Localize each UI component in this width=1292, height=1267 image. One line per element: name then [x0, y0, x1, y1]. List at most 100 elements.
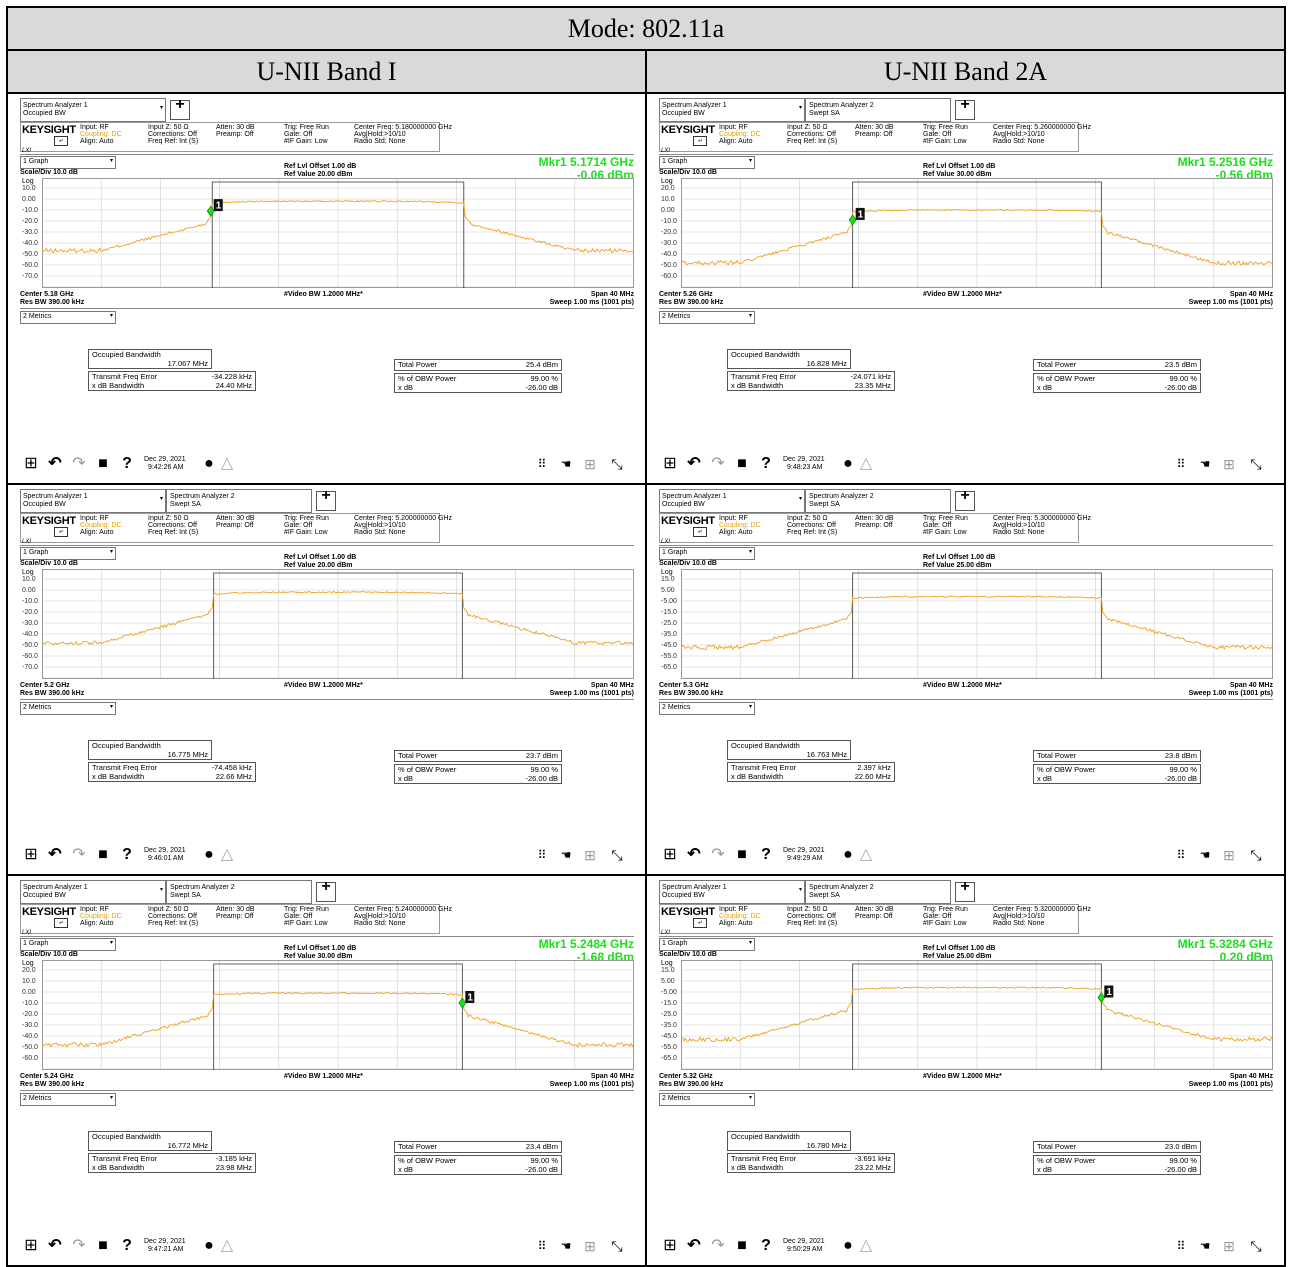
message-icon[interactable]: ●	[843, 1237, 853, 1254]
window-layout-icon[interactable]: ⊞	[584, 1238, 596, 1254]
metrics-select[interactable]	[659, 702, 755, 715]
touch-icon[interactable]: ☚	[560, 457, 572, 471]
tab-spectrum-analyzer-2[interactable]	[805, 98, 951, 122]
graph-select[interactable]	[20, 547, 116, 560]
chevron-down-icon[interactable]: ▾	[749, 549, 753, 555]
help-icon[interactable]: ?	[761, 455, 771, 472]
add-tab-button[interactable]: +	[170, 98, 190, 120]
local-icon[interactable]: ⤶	[693, 136, 707, 146]
file-icon[interactable]: ■	[737, 846, 747, 863]
add-tab-button[interactable]: +	[316, 880, 336, 902]
graph-select[interactable]	[20, 156, 116, 169]
windows-icon[interactable]: ⊞	[663, 455, 677, 472]
tab-spectrum-analyzer-1[interactable]	[659, 880, 805, 904]
windows-icon[interactable]: ⊞	[24, 1237, 38, 1254]
window-layout-icon[interactable]: ⊞	[584, 847, 596, 863]
chevron-down-icon[interactable]: ▾	[799, 496, 803, 502]
message-icon[interactable]: ●	[204, 846, 214, 863]
keypad-icon[interactable]: ⠿	[1176, 1239, 1186, 1253]
chevron-down-icon[interactable]: ▾	[110, 704, 114, 710]
tab-spectrum-analyzer-1[interactable]	[20, 98, 166, 122]
windows-icon[interactable]: ⊞	[24, 846, 38, 863]
chevron-down-icon[interactable]: ▾	[749, 1095, 753, 1101]
redo-icon[interactable]: ↷	[711, 455, 725, 472]
undo-icon[interactable]: ↶	[687, 455, 701, 472]
warning-icon[interactable]: △	[220, 1237, 234, 1254]
chevron-down-icon[interactable]: ▾	[749, 313, 753, 319]
tab-spectrum-analyzer-2[interactable]	[805, 880, 951, 904]
fullscreen-icon[interactable]: ⤡	[611, 1238, 623, 1254]
windows-icon[interactable]: ⊞	[24, 455, 38, 472]
message-icon[interactable]: ●	[204, 1237, 214, 1254]
tab-spectrum-analyzer-2[interactable]	[805, 489, 951, 513]
chevron-down-icon[interactable]: ▾	[160, 887, 164, 893]
keypad-icon[interactable]: ⠿	[1176, 457, 1186, 471]
help-icon[interactable]: ?	[122, 455, 132, 472]
metrics-select[interactable]	[20, 702, 116, 715]
file-icon[interactable]: ■	[98, 846, 108, 863]
message-icon[interactable]: ●	[843, 455, 853, 472]
add-tab-button[interactable]: +	[955, 880, 975, 902]
chevron-down-icon[interactable]: ▾	[110, 158, 114, 164]
local-icon[interactable]: ⤶	[693, 527, 707, 537]
graph-select[interactable]	[659, 547, 755, 560]
windows-icon[interactable]: ⊞	[663, 1237, 677, 1254]
file-icon[interactable]: ■	[98, 1237, 108, 1254]
keypad-icon[interactable]: ⠿	[537, 457, 547, 471]
file-icon[interactable]: ■	[98, 455, 108, 472]
tab-spectrum-analyzer-2[interactable]	[166, 489, 312, 513]
touch-icon[interactable]: ☚	[1199, 1239, 1211, 1253]
redo-icon[interactable]: ↷	[72, 455, 86, 472]
graph-select[interactable]	[659, 156, 755, 169]
redo-icon[interactable]: ↷	[72, 846, 86, 863]
message-icon[interactable]: ●	[843, 846, 853, 863]
local-icon[interactable]: ⤶	[54, 527, 68, 537]
graph-select[interactable]	[659, 938, 755, 951]
window-layout-icon[interactable]: ⊞	[1223, 1238, 1235, 1254]
tab-spectrum-analyzer-1[interactable]	[20, 880, 166, 904]
touch-icon[interactable]: ☚	[560, 848, 572, 862]
tab-spectrum-analyzer-1[interactable]	[20, 489, 166, 513]
message-icon[interactable]: ●	[204, 455, 214, 472]
help-icon[interactable]: ?	[122, 1237, 132, 1254]
add-tab-button[interactable]: +	[316, 489, 336, 511]
warning-icon[interactable]: △	[859, 455, 873, 472]
windows-icon[interactable]: ⊞	[663, 846, 677, 863]
tab-spectrum-analyzer-2[interactable]	[166, 880, 312, 904]
fullscreen-icon[interactable]: ⤡	[611, 847, 623, 863]
metrics-select[interactable]	[20, 311, 116, 324]
touch-icon[interactable]: ☚	[1199, 848, 1211, 862]
window-layout-icon[interactable]: ⊞	[1223, 456, 1235, 472]
undo-icon[interactable]: ↶	[48, 455, 62, 472]
chevron-down-icon[interactable]: ▾	[110, 1095, 114, 1101]
window-layout-icon[interactable]: ⊞	[1223, 847, 1235, 863]
help-icon[interactable]: ?	[761, 1237, 771, 1254]
undo-icon[interactable]: ↶	[48, 1237, 62, 1254]
fullscreen-icon[interactable]: ⤡	[611, 456, 623, 472]
file-icon[interactable]: ■	[737, 1237, 747, 1254]
metrics-select[interactable]	[20, 1093, 116, 1106]
redo-icon[interactable]: ↷	[72, 1237, 86, 1254]
fullscreen-icon[interactable]: ⤡	[1250, 847, 1262, 863]
keypad-icon[interactable]: ⠿	[537, 1239, 547, 1253]
undo-icon[interactable]: ↶	[687, 846, 701, 863]
chevron-down-icon[interactable]: ▾	[110, 313, 114, 319]
help-icon[interactable]: ?	[761, 846, 771, 863]
metrics-select[interactable]	[659, 1093, 755, 1106]
chevron-down-icon[interactable]: ▾	[799, 105, 803, 111]
chevron-down-icon[interactable]: ▾	[799, 887, 803, 893]
redo-icon[interactable]: ↷	[711, 846, 725, 863]
graph-select[interactable]	[20, 938, 116, 951]
redo-icon[interactable]: ↷	[711, 1237, 725, 1254]
fullscreen-icon[interactable]: ⤡	[1250, 456, 1262, 472]
touch-icon[interactable]: ☚	[560, 1239, 572, 1253]
metrics-select[interactable]	[659, 311, 755, 324]
file-icon[interactable]: ■	[737, 455, 747, 472]
warning-icon[interactable]: △	[220, 846, 234, 863]
chevron-down-icon[interactable]: ▾	[160, 496, 164, 502]
local-icon[interactable]: ⤶	[693, 918, 707, 928]
local-icon[interactable]: ⤶	[54, 918, 68, 928]
tab-spectrum-analyzer-1[interactable]	[659, 489, 805, 513]
add-tab-button[interactable]: +	[955, 98, 975, 120]
warning-icon[interactable]: △	[859, 1237, 873, 1254]
